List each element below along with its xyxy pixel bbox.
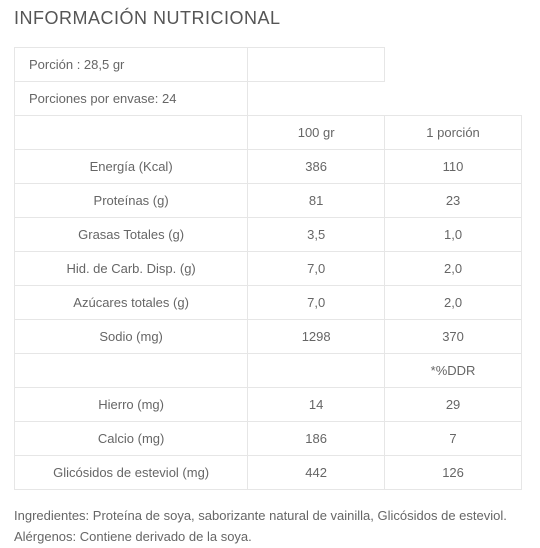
nutrient-label: Grasas Totales (g) (15, 218, 248, 252)
nutrient-label: Proteínas (g) (15, 184, 248, 218)
ddr-cell: *%DDR (385, 354, 522, 388)
empty-cell (15, 116, 248, 150)
nutrient-label: Glicósidos de esteviol (mg) (15, 456, 248, 490)
servings-row: Porciones por envase: 24 (15, 82, 522, 116)
value-100gr: 386 (248, 150, 385, 184)
empty-cell (15, 354, 248, 388)
empty-cell (385, 82, 522, 116)
col-header-100gr: 100 gr (248, 116, 385, 150)
value-portion: 110 (385, 150, 522, 184)
empty-cell (248, 354, 385, 388)
header-row: 100 gr 1 porción (15, 116, 522, 150)
nutrition-table: Porción : 28,5 gr Porciones por envase: … (14, 47, 522, 490)
servings-cell: Porciones por envase: 24 (15, 82, 248, 116)
empty-cell (248, 82, 385, 116)
empty-cell (385, 48, 522, 82)
portion-cell: Porción : 28,5 gr (15, 48, 248, 82)
value-portion: 23 (385, 184, 522, 218)
col-header-portion: 1 porción (385, 116, 522, 150)
nutrient-label: Sodio (mg) (15, 320, 248, 354)
value-portion: 29 (385, 388, 522, 422)
table-row: Sodio (mg)1298370 (15, 320, 522, 354)
value-100gr: 186 (248, 422, 385, 456)
value-100gr: 442 (248, 456, 385, 490)
table-row: Energía (Kcal)386110 (15, 150, 522, 184)
value-100gr: 81 (248, 184, 385, 218)
table-row: Proteínas (g)8123 (15, 184, 522, 218)
table-row: Grasas Totales (g)3,51,0 (15, 218, 522, 252)
portion-row: Porción : 28,5 gr (15, 48, 522, 82)
nutrient-label: Hierro (mg) (15, 388, 248, 422)
value-100gr: 7,0 (248, 252, 385, 286)
nutrient-label: Calcio (mg) (15, 422, 248, 456)
table-row: Azúcares totales (g)7,02,0 (15, 286, 522, 320)
value-portion: 7 (385, 422, 522, 456)
table-row: Calcio (mg)1867 (15, 422, 522, 456)
table-row: Hid. de Carb. Disp. (g)7,02,0 (15, 252, 522, 286)
page-title: INFORMACIÓN NUTRICIONAL (14, 8, 522, 29)
value-portion: 126 (385, 456, 522, 490)
value-portion: 1,0 (385, 218, 522, 252)
value-portion: 2,0 (385, 252, 522, 286)
nutrient-label: Azúcares totales (g) (15, 286, 248, 320)
value-portion: 2,0 (385, 286, 522, 320)
allergens-text: Alérgenos: Contiene derivado de la soya. (14, 527, 522, 548)
value-100gr: 7,0 (248, 286, 385, 320)
value-100gr: 3,5 (248, 218, 385, 252)
nutrient-label: Hid. de Carb. Disp. (g) (15, 252, 248, 286)
ddr-row: *%DDR (15, 354, 522, 388)
table-row: Glicósidos de esteviol (mg)442126 (15, 456, 522, 490)
nutrient-label: Energía (Kcal) (15, 150, 248, 184)
value-100gr: 1298 (248, 320, 385, 354)
table-row: Hierro (mg)1429 (15, 388, 522, 422)
empty-cell (248, 48, 385, 82)
ingredients-text: Ingredientes: Proteína de soya, saboriza… (14, 506, 522, 527)
value-portion: 370 (385, 320, 522, 354)
value-100gr: 14 (248, 388, 385, 422)
